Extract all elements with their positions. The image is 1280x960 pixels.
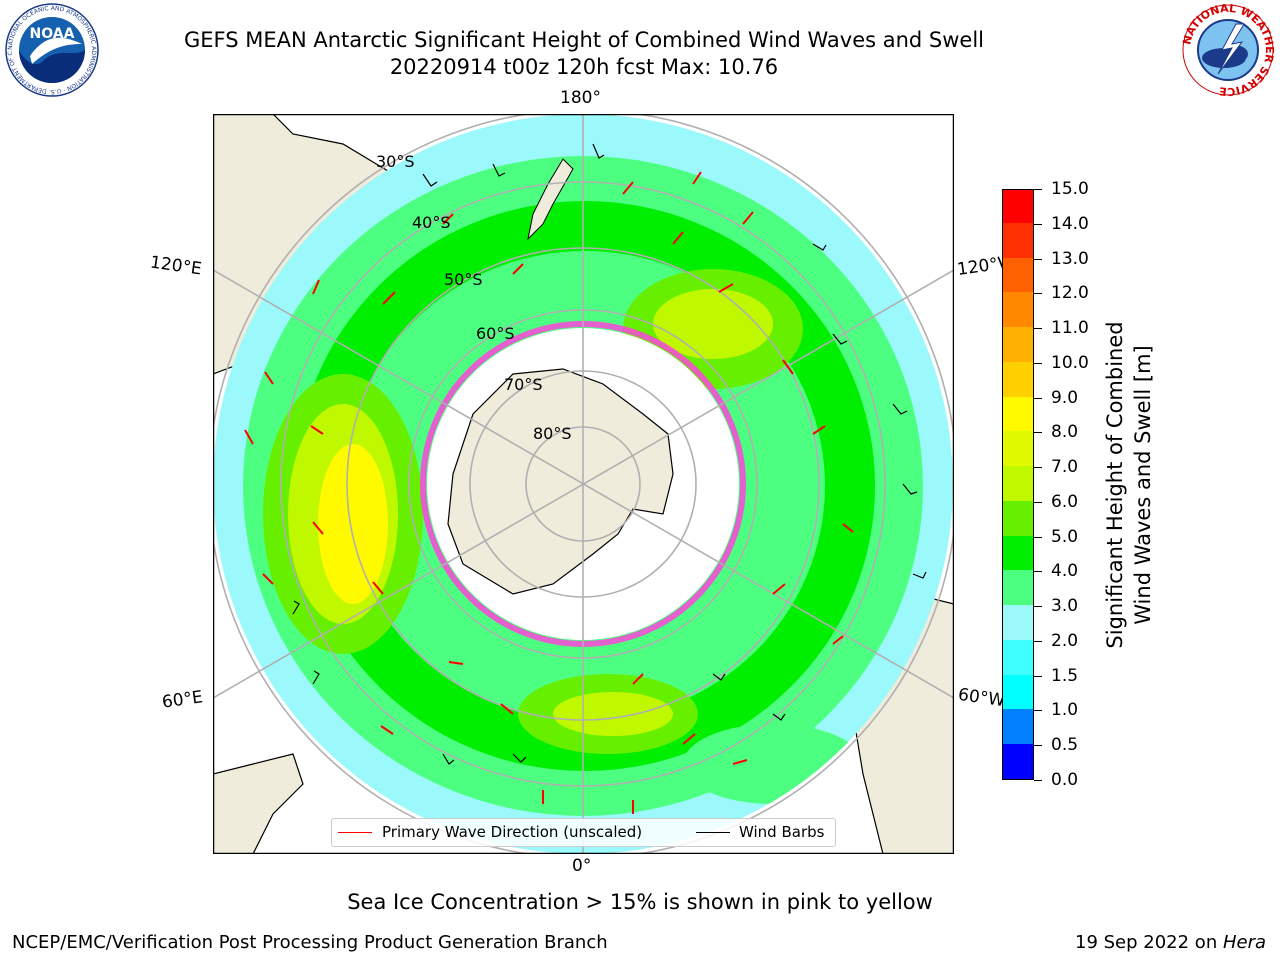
colorbar-tick — [1034, 745, 1042, 747]
colorbar-tick-label: 0.5 — [1051, 735, 1079, 756]
colorbar-tick — [1034, 571, 1042, 573]
sea-ice-note: Sea Ice Concentration > 15% is shown in … — [347, 890, 933, 914]
footer-timestamp: 19 Sep 2022 on Hera — [1075, 932, 1266, 953]
colorbar-segment — [1003, 222, 1033, 258]
colorbar-tick-label: 8.0 — [1051, 422, 1079, 443]
colorbar-segment — [1003, 257, 1033, 293]
colorbar — [1002, 189, 1034, 780]
colorbar-tick — [1034, 293, 1042, 295]
colorbar-tick-label: 7.0 — [1051, 457, 1079, 478]
colorbar-tick-label: 13.0 — [1051, 248, 1089, 269]
colorbar-tick-label: 11.0 — [1051, 318, 1089, 339]
colorbar-tick-label: 10.0 — [1051, 352, 1089, 373]
colorbar-tick-label: 9.0 — [1051, 387, 1079, 408]
lat-label-80s: 80°S — [533, 424, 572, 443]
colorbar-label-line1: Significant Height of Combined — [1103, 321, 1127, 649]
lat-label-70s: 70°S — [504, 375, 543, 394]
legend-wave-direction-label: Primary Wave Direction (unscaled) — [382, 823, 643, 841]
colorbar-tick-label: 5.0 — [1051, 526, 1079, 547]
colorbar-segment — [1003, 431, 1033, 467]
lat-label-60s: 60°S — [476, 324, 515, 343]
map-plot — [213, 114, 954, 854]
lon-label-60e: 60°E — [160, 687, 205, 713]
colorbar-segment — [1003, 639, 1033, 675]
legend-wind-barbs-label: Wind Barbs — [739, 823, 825, 841]
colorbar-tick — [1034, 189, 1042, 190]
land-antarctica — [447, 368, 674, 595]
footer-organization: NCEP/EMC/Verification Post Processing Pr… — [12, 932, 608, 953]
colorbar-tick — [1034, 536, 1042, 538]
footer-date: 19 Sep 2022 on — [1075, 932, 1223, 953]
colorbar-tick — [1034, 675, 1042, 677]
legend-wave-direction-swatch — [338, 832, 372, 833]
colorbar-segment — [1003, 326, 1033, 362]
land-africa — [213, 753, 304, 854]
colorbar-tick — [1034, 432, 1042, 434]
colorbar-segment — [1003, 744, 1033, 779]
colorbar-tick — [1034, 640, 1042, 642]
noaa-logo-text: NOAA — [30, 26, 75, 42]
lat-label-30s: 30°S — [376, 152, 415, 171]
colorbar-tick — [1034, 223, 1042, 225]
colorbar-segment — [1003, 465, 1033, 501]
chart-subtitle: 20220914 t00z 120h fcst Max: 10.76 — [389, 55, 779, 79]
wave-band-7m-south — [553, 692, 673, 736]
colorbar-tick — [1034, 328, 1042, 330]
colorbar-segment — [1003, 396, 1033, 432]
colorbar-tick — [1034, 397, 1042, 399]
colorbar-tick-label: 14.0 — [1051, 213, 1089, 234]
colorbar-segment — [1003, 190, 1033, 223]
colorbar-tick — [1034, 780, 1042, 781]
legend-wind-barbs-swatch — [696, 832, 730, 833]
lon-label-60w: 60°W — [956, 684, 1007, 712]
colorbar-segment — [1003, 570, 1033, 606]
colorbar-tick-label: 6.0 — [1051, 491, 1079, 512]
colorbar-tick — [1034, 467, 1042, 469]
colorbar-segment — [1003, 709, 1033, 745]
colorbar-tick-label: 0.0 — [1051, 770, 1079, 790]
colorbar-segment — [1003, 500, 1033, 536]
colorbar-tick-label: 4.0 — [1051, 561, 1079, 582]
colorbar-segment — [1003, 674, 1033, 710]
footer-host: Hera — [1222, 932, 1266, 953]
colorbar-tick — [1034, 606, 1042, 608]
colorbar-tick — [1034, 501, 1042, 503]
lon-label-0: 0° — [572, 856, 592, 876]
colorbar-label-line2: Wind Waves and Swell [m] — [1131, 345, 1155, 625]
colorbar-tick-label: 15.0 — [1051, 179, 1089, 199]
lat-label-50s: 50°S — [444, 270, 483, 289]
lon-label-120e: 120°E — [148, 252, 203, 280]
nws-logo: NATIONAL WEATHER SERVICE — [1180, 2, 1276, 98]
colorbar-segment — [1003, 535, 1033, 571]
map-legend: Primary Wave Direction (unscaled) Wind B… — [331, 818, 836, 847]
land-new-zealand — [527, 158, 574, 241]
colorbar-tick-label: 12.0 — [1051, 283, 1089, 304]
wave-band-8m-west — [318, 444, 388, 604]
noaa-logo: NOAA NATIONAL OCEANIC AND ATMOSPHERIC AD… — [2, 2, 99, 97]
lon-label-180: 180° — [560, 88, 601, 108]
colorbar-tick-label: 1.5 — [1051, 665, 1079, 686]
colorbar-tick-label: 1.0 — [1051, 700, 1079, 721]
colorbar-tick-label: 3.0 — [1051, 596, 1079, 617]
colorbar-tick — [1034, 258, 1042, 260]
colorbar-tick — [1034, 362, 1042, 364]
colorbar-tick-label: 2.0 — [1051, 630, 1079, 651]
colorbar-tick — [1034, 710, 1042, 712]
colorbar-segment — [1003, 292, 1033, 328]
colorbar-segment — [1003, 361, 1033, 397]
chart-title: GEFS MEAN Antarctic Significant Height o… — [183, 28, 985, 52]
lat-label-40s: 40°S — [412, 213, 451, 232]
colorbar-segment — [1003, 604, 1033, 640]
